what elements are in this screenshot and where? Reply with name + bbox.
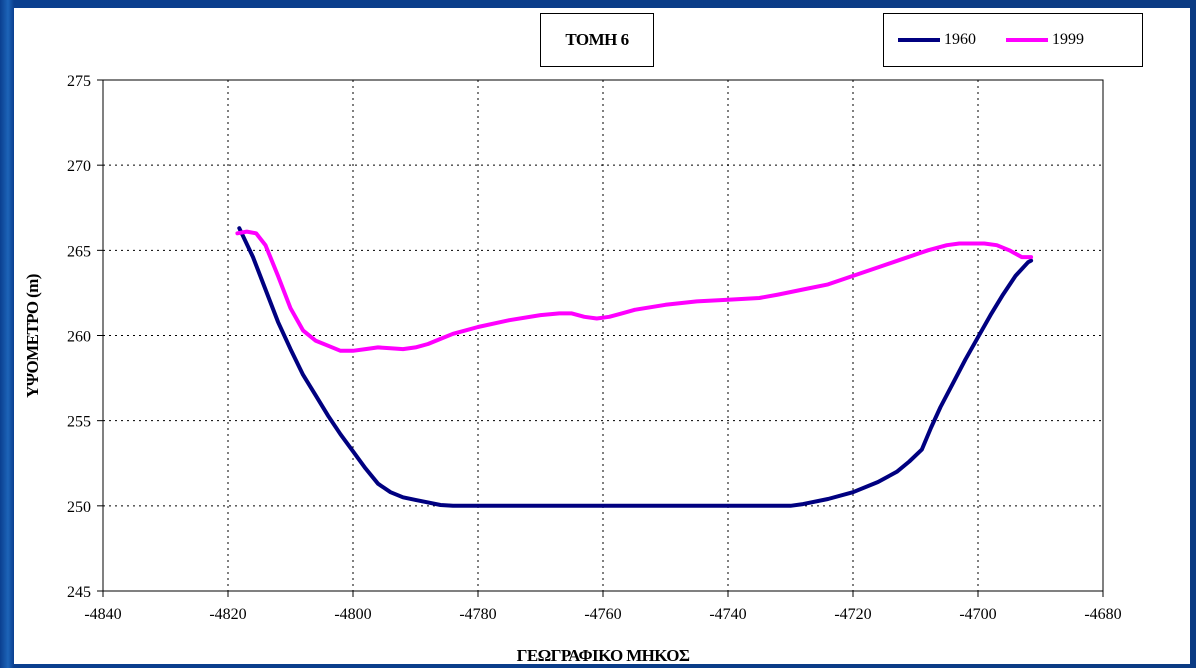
legend: 1960 1999 (883, 13, 1143, 67)
y-tick-label: 265 (67, 243, 91, 260)
series-line-1999 (235, 229, 1034, 353)
x-tick-label: -4680 (1084, 606, 1121, 623)
x-axis-title: ΓΕΩΓΡΑΦΙΚΟ ΜΗΚΟΣ (517, 646, 690, 664)
y-tick-label: 245 (67, 584, 91, 601)
chart-frame: 245 250 255 260 265 270 275 -4840 -4820 -4800 -478… (14, 8, 1190, 664)
series-layer (235, 226, 1034, 508)
legend-item-1960: 1960 (898, 31, 976, 49)
axis-ticks: 245 250 255 260 265 270 275 -4840 -4820 -4800 -478… (67, 73, 1122, 623)
legend-label-1999: 1999 (1052, 31, 1084, 48)
y-tick-label: 260 (67, 329, 91, 346)
x-tick-label: -4700 (959, 606, 996, 623)
y-tick-label: 275 (67, 73, 91, 90)
x-tick-label: -4820 (209, 606, 246, 623)
x-tick-label: -4740 (709, 606, 746, 623)
legend-swatch-1960 (898, 38, 940, 42)
legend-item-1999: 1999 (1006, 31, 1084, 49)
y-axis-title: ΥΨΟΜΕΤΡΟ (m) (23, 274, 42, 398)
x-tick-label: -4800 (334, 606, 371, 623)
line-chart: 245 250 255 260 265 270 275 -4840 -4820 -4800 -478… (23, 73, 1122, 664)
legend-label-1960: 1960 (944, 31, 976, 48)
chart-title-box: ΤΟΜΗ 6 (540, 13, 654, 67)
y-tick-label: 270 (67, 158, 91, 175)
legend-swatch-1999 (1006, 38, 1048, 42)
chart-title: ΤΟΜΗ 6 (565, 30, 629, 49)
x-tick-label: -4780 (459, 606, 496, 623)
x-tick-label: -4840 (84, 606, 121, 623)
x-tick-label: -4720 (834, 606, 871, 623)
x-tick-label: -4760 (584, 606, 621, 623)
y-tick-label: 250 (67, 499, 91, 516)
y-tick-label: 255 (67, 414, 91, 431)
series-line-1960 (237, 226, 1034, 508)
